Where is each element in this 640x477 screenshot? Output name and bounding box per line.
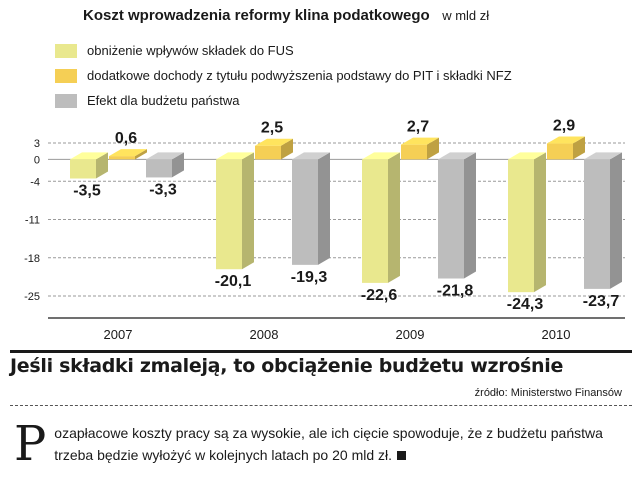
headline: Jeśli składki zmaleją, to obciążenie bud…: [10, 355, 564, 377]
bar: [146, 159, 172, 178]
bar: [70, 159, 96, 179]
y-tick-label: -18: [24, 253, 40, 265]
bar: [438, 159, 464, 279]
legend-swatch-budget: [55, 93, 77, 108]
article-text: P ozapłacowe koszty pracy są za wysokie,…: [14, 416, 626, 472]
chart-title-row: Koszt wprowadzenia reformy klina podatko…: [83, 7, 489, 25]
bar-side: [172, 152, 184, 178]
bar-top: [109, 149, 147, 157]
x-tick-label: 2009: [396, 327, 425, 342]
bar-side: [534, 152, 546, 293]
bar-side: [96, 152, 108, 179]
data-label: 2,9: [553, 118, 575, 135]
bar-top: [216, 152, 254, 160]
bar-chart: 3 0 -4 -11 -18 -25 -3,5 0,6 -3,3 2007 -20,1 2,5 -19,…: [24, 118, 625, 342]
bar-side: [573, 136, 585, 160]
legend-swatch-pit-nfz: [55, 68, 77, 83]
bar-side: [135, 149, 147, 160]
bar: [508, 159, 534, 293]
bar-top: [438, 152, 476, 160]
legend-item-fus: obniżenie wpływów składek do FUS: [55, 38, 512, 63]
bar-top: [362, 152, 400, 160]
data-label: 2,7: [407, 119, 429, 136]
bar-top: [255, 138, 293, 146]
bar: [362, 159, 388, 283]
source-note: źródło: Ministerstwo Finansów: [474, 387, 622, 399]
bar: [401, 144, 427, 160]
legend-item-budget: Efekt dla budżetu państwa: [55, 88, 512, 113]
bar-side: [464, 152, 476, 279]
x-tick-label: 2007: [104, 327, 133, 342]
y-tick-label: -25: [24, 291, 40, 303]
data-label: -22,6: [361, 287, 398, 304]
x-tick-label: 2008: [250, 327, 279, 342]
legend-item-pit-nfz: dodatkowe dochody z tytułu podwyższenia …: [55, 63, 512, 88]
bar: [292, 159, 318, 265]
legend-label-pit-nfz: dodatkowe dochody z tytułu podwyższenia …: [87, 68, 512, 83]
data-label: -23,7: [583, 293, 620, 310]
bar: [584, 159, 610, 289]
bar-top: [292, 152, 330, 160]
data-label: -3,5: [73, 183, 101, 200]
data-label: -19,3: [291, 269, 328, 286]
bar-top: [508, 152, 546, 160]
bar: [547, 143, 573, 160]
bar-top: [401, 137, 439, 145]
bar-side: [388, 152, 400, 283]
legend-label-fus: obniżenie wpływów składek do FUS: [87, 43, 294, 58]
bar-top: [70, 152, 108, 160]
bar-side: [318, 152, 330, 265]
data-label: 2,5: [261, 120, 283, 137]
legend-label-budget: Efekt dla budżetu państwa: [87, 93, 240, 108]
chart-title: Koszt wprowadzenia reformy klina podatko…: [83, 7, 430, 24]
article-body: ozapłacowe koszty pracy są za wysokie, a…: [54, 425, 603, 463]
y-tick-label: -11: [25, 215, 40, 227]
bar-side: [610, 152, 622, 289]
x-tick-label: 2010: [542, 327, 571, 342]
data-label: -21,8: [437, 283, 474, 300]
bar: [109, 156, 135, 160]
data-label: -20,1: [215, 273, 252, 290]
dropcap: P: [14, 416, 47, 472]
data-label: -24,3: [507, 296, 544, 313]
bar-side: [427, 137, 439, 160]
legend-swatch-fus: [55, 43, 77, 58]
y-tick-label: 3: [34, 138, 40, 150]
y-tick-label: 0: [34, 154, 40, 166]
headline-rule: [10, 350, 632, 353]
bar: [255, 145, 281, 160]
dashed-divider: [10, 405, 632, 406]
bar-top: [146, 152, 184, 160]
data-label: -3,3: [149, 181, 177, 198]
legend: obniżenie wpływów składek do FUS dodatko…: [55, 38, 512, 113]
bar-side: [242, 152, 254, 270]
bar-top: [584, 152, 622, 160]
y-tick-label: -4: [30, 176, 40, 188]
chart-unit: w mld zł: [442, 8, 490, 23]
bar-side: [281, 138, 293, 160]
bar: [216, 159, 242, 270]
bar-top: [547, 136, 585, 144]
data-label: 0,6: [115, 130, 137, 147]
end-mark-icon: [397, 451, 407, 460]
